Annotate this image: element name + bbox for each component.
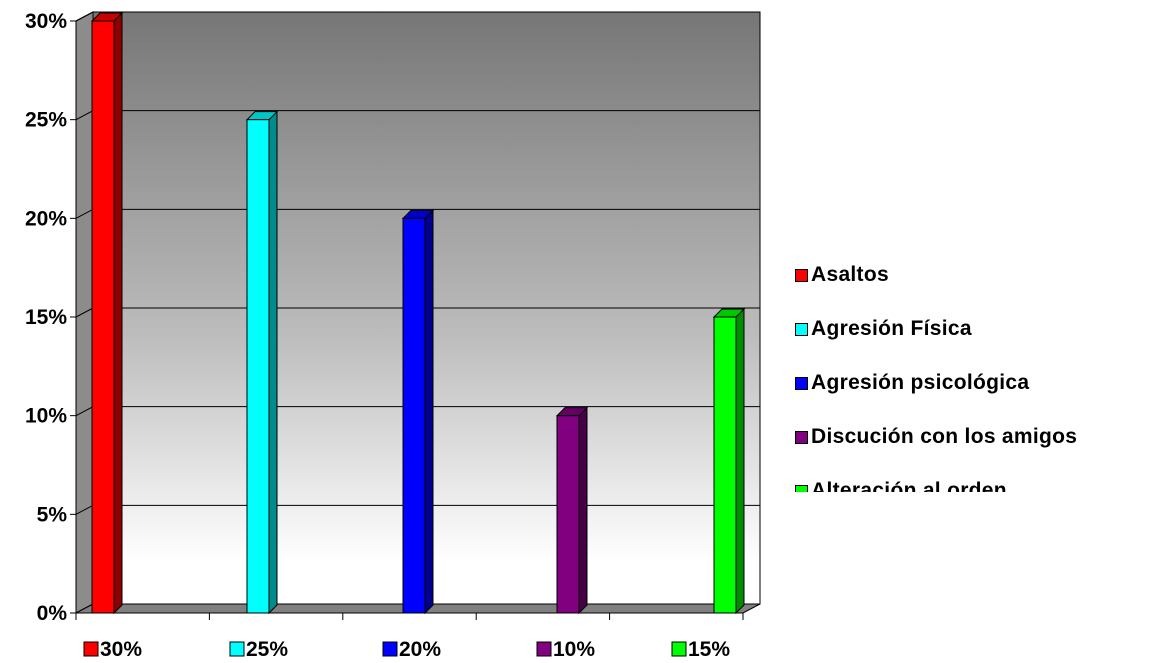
legend-swatch: [795, 430, 808, 444]
y-tick-label: 0%: [37, 602, 68, 625]
bar-side: [735, 307, 745, 615]
legend-item: Agresión psicológica: [790, 368, 1029, 398]
bar-front: [556, 415, 580, 614]
legend-label: Discución con los amigos: [811, 425, 1078, 448]
legend-item: Asaltos: [790, 260, 889, 290]
legend-label: Agresión psicológica: [811, 371, 1030, 394]
x-tick-label: 15%: [688, 638, 730, 661]
bar-5: [712, 307, 746, 615]
category-swatch: [671, 641, 687, 657]
bar-front: [713, 316, 737, 614]
x-category-5: 15%: [671, 638, 730, 661]
bar-side: [424, 209, 434, 615]
x-tick-label: 30%: [100, 638, 142, 661]
category-swatch: [83, 641, 99, 657]
category-swatch: [382, 641, 398, 657]
bar-1: [90, 11, 124, 615]
bar-4: [555, 406, 589, 615]
gridline: [75, 11, 760, 22]
chart-legend: Asaltos Agresión Física Agresión psicológi…: [790, 256, 1150, 492]
bar-side: [578, 406, 588, 615]
bar-front: [91, 20, 115, 614]
legend-swatch: [795, 484, 808, 492]
legend-label: Agresión Física: [811, 317, 972, 340]
x-category-2: 25%: [229, 638, 288, 661]
x-tick-label: 25%: [246, 638, 288, 661]
y-tick-label: 25%: [25, 109, 67, 132]
x-category-1: 30%: [83, 638, 142, 661]
bar-side: [268, 110, 278, 615]
bar-front: [402, 217, 426, 614]
legend-label: Asaltos: [811, 263, 889, 286]
x-tick-label: 10%: [553, 638, 595, 661]
bar-2: [245, 110, 279, 615]
bar-side: [113, 11, 123, 615]
y-tick-label: 10%: [25, 405, 67, 428]
x-tick-label: 20%: [399, 638, 441, 661]
category-swatch: [536, 641, 552, 657]
y-tick-label: 30%: [25, 10, 67, 33]
x-category-4: 10%: [536, 638, 595, 661]
legend-item: Discución con los amigos: [790, 422, 1077, 452]
bar-3: [401, 209, 435, 615]
category-swatch: [229, 641, 245, 657]
y-tick-label: 15%: [25, 306, 67, 329]
legend-label: Alteración al orden: [811, 479, 1007, 492]
legend-item: Alteración al orden: [790, 476, 1007, 492]
legend-item: Agresión Física: [790, 314, 972, 344]
legend-swatch: [795, 322, 808, 336]
legend-swatch: [795, 376, 808, 390]
y-tick-label: 20%: [25, 207, 67, 230]
bar-front: [246, 119, 270, 614]
legend-swatch: [795, 268, 808, 282]
x-category-3: 20%: [382, 638, 441, 661]
y-tick-label: 5%: [37, 503, 68, 526]
